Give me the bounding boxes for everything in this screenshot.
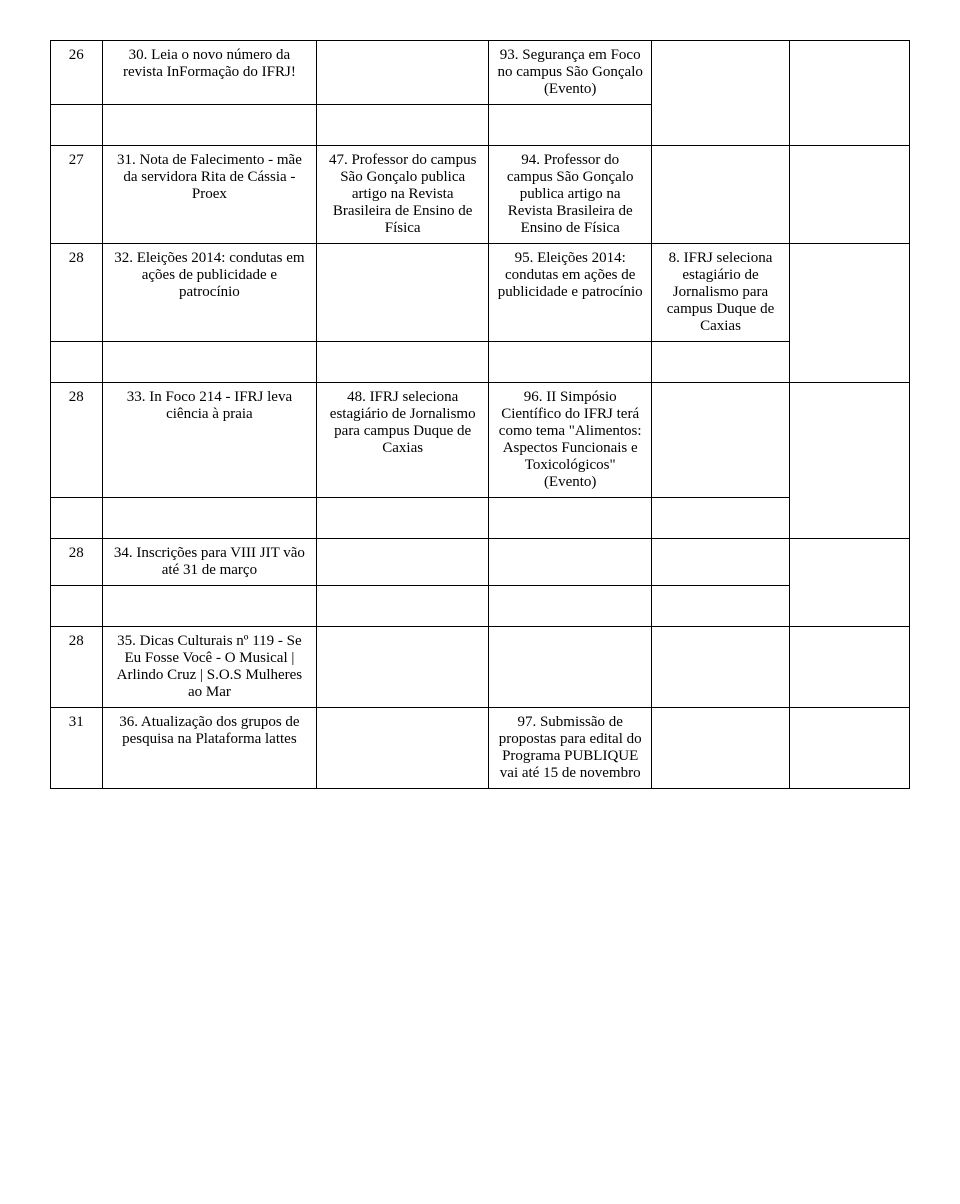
cell-col2 — [317, 41, 489, 105]
cell-col2 — [317, 627, 489, 708]
cell-day: 28 — [51, 539, 103, 586]
cell-day: 31 — [51, 708, 103, 789]
table-row: 31 36. Atualização dos grupos de pesquis… — [51, 708, 910, 789]
cell-col5 — [789, 244, 909, 383]
cell-col3: 97. Submissão de propostas para edital d… — [489, 708, 652, 789]
cell-col4 — [652, 41, 789, 146]
cell-col5 — [789, 146, 909, 244]
cell-col3 — [489, 627, 652, 708]
table-row: 27 31. Nota de Falecimento - mãe da serv… — [51, 146, 910, 244]
cell-col3: 96. II Simpósio Científico do IFRJ terá … — [489, 383, 652, 498]
cell-col2 — [317, 539, 489, 586]
cell-col1: 33. In Foco 214 - IFRJ leva ciência à pr… — [102, 383, 317, 498]
row-spacer — [51, 498, 910, 539]
cell-col1: 30. Leia o novo número da revista InForm… — [102, 41, 317, 105]
cell-col4 — [652, 146, 789, 244]
cell-col5 — [789, 539, 909, 627]
cell-col5 — [789, 708, 909, 789]
cell-col4: 8. IFRJ seleciona estagiário de Jornalis… — [652, 244, 789, 342]
cell-col1: 32. Eleições 2014: condutas em ações de … — [102, 244, 317, 342]
schedule-table: 26 30. Leia o novo número da revista InF… — [50, 40, 910, 789]
cell-col2 — [317, 708, 489, 789]
cell-col4 — [652, 539, 789, 586]
cell-col4 — [652, 708, 789, 789]
table-row: 28 34. Inscrições para VIII JIT vão até … — [51, 539, 910, 586]
cell-col5 — [789, 41, 909, 146]
cell-col4 — [652, 627, 789, 708]
cell-col1: 31. Nota de Falecimento - mãe da servido… — [102, 146, 317, 244]
table-body: 26 30. Leia o novo número da revista InF… — [51, 41, 910, 789]
table-row: 28 33. In Foco 214 - IFRJ leva ciência à… — [51, 383, 910, 498]
cell-col5 — [789, 627, 909, 708]
cell-col2 — [317, 244, 489, 342]
cell-col3 — [489, 539, 652, 586]
row-spacer — [51, 342, 910, 383]
cell-col2: 48. IFRJ seleciona estagiário de Jornali… — [317, 383, 489, 498]
cell-col1: 36. Atualização dos grupos de pesquisa n… — [102, 708, 317, 789]
cell-day: 28 — [51, 383, 103, 498]
cell-col1: 35. Dicas Culturais nº 119 - Se Eu Fosse… — [102, 627, 317, 708]
cell-col5 — [789, 383, 909, 539]
cell-col3: 93. Segurança em Foco no campus São Gonç… — [489, 41, 652, 105]
table-row: 28 35. Dicas Culturais nº 119 - Se Eu Fo… — [51, 627, 910, 708]
cell-day: 28 — [51, 627, 103, 708]
row-spacer — [51, 586, 910, 627]
cell-day: 27 — [51, 146, 103, 244]
cell-col3: 94. Professor do campus São Gonçalo publ… — [489, 146, 652, 244]
cell-col1: 34. Inscrições para VIII JIT vão até 31 … — [102, 539, 317, 586]
cell-col2: 47. Professor do campus São Gonçalo publ… — [317, 146, 489, 244]
cell-col3: 95. Eleições 2014: condutas em ações de … — [489, 244, 652, 342]
cell-day: 28 — [51, 244, 103, 342]
cell-col4 — [652, 383, 789, 498]
cell-day: 26 — [51, 41, 103, 105]
table-row: 26 30. Leia o novo número da revista InF… — [51, 41, 910, 105]
table-row: 28 32. Eleições 2014: condutas em ações … — [51, 244, 910, 342]
